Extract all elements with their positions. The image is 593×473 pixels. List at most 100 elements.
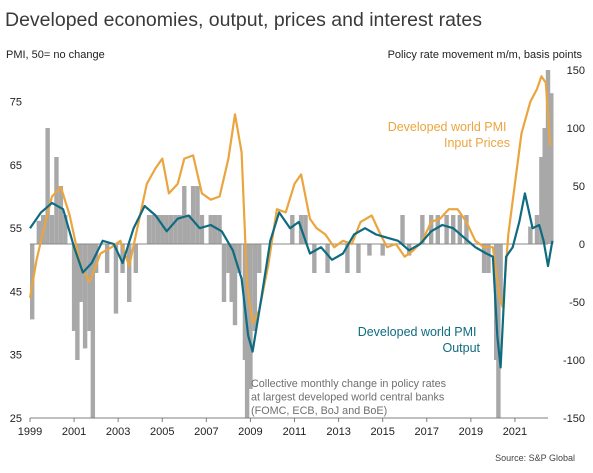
policy-rate-bar [36, 220, 42, 244]
policy-rate-bar [190, 186, 196, 244]
right-tick-label: -100 [563, 355, 585, 367]
right-tick-label: 150 [567, 65, 585, 77]
left-tick-label: 45 [10, 286, 22, 298]
policy-rate-bar [549, 93, 554, 244]
policy-rate-bar [177, 215, 183, 244]
policy-rate-bar [367, 244, 372, 256]
policy-rate-bar [58, 186, 64, 244]
x-tick-label: 2017 [415, 426, 439, 438]
bars-annotation-line2: at largest developed world central banks [251, 392, 445, 404]
x-tick-label: 2005 [150, 426, 174, 438]
policy-rate-bar [182, 186, 187, 244]
policy-rate-bar [464, 215, 469, 244]
x-axis-ticks: 1999 2001 2003 2005 2007 2009 2011 2013 2015 2017… [18, 418, 527, 438]
policy-rate-bar [186, 215, 191, 244]
pmi-output-line [29, 192, 554, 369]
policy-rate-bar [237, 244, 242, 273]
input-prices-annotation-line2: Input Prices [444, 136, 510, 150]
policy-rate-bar [75, 244, 80, 360]
policy-rate-bar [345, 244, 350, 273]
policy-rate-bar [90, 244, 96, 418]
x-tick-label: 2001 [62, 426, 86, 438]
policy-rate-bar [126, 244, 132, 302]
policy-rate-bar [45, 128, 50, 244]
x-tick-label: 2003 [106, 426, 130, 438]
policy-rate-bar [173, 215, 178, 244]
policy-rate-bar [486, 244, 491, 273]
x-tick-label: 2011 [283, 426, 307, 438]
policy-rate-bar [534, 215, 540, 244]
left-tick-label: 75 [10, 97, 22, 109]
output-annotation: Developed world PMI Output [358, 325, 481, 355]
right-tick-label: 100 [567, 123, 585, 135]
bars-annotation-line1: Collective monthly change in policy rate… [251, 378, 447, 390]
bars-annotation: Collective monthly change in policy rate… [251, 378, 449, 417]
left-tick-label: 35 [10, 350, 22, 362]
policy-rate-bar [528, 226, 533, 244]
pmi-series [28, 75, 554, 369]
right-tick-label: -50 [569, 297, 585, 309]
policy-rate-bar [54, 157, 59, 244]
left-tick-label: 55 [10, 223, 22, 235]
input-prices-annotation: Developed world PMI Input Prices [388, 120, 510, 150]
input-prices-annotation-line1: Developed world PMI [388, 120, 507, 134]
x-tick-label: 2009 [238, 426, 262, 438]
policy-rate-bar [146, 215, 152, 244]
policy-rate-bar [435, 215, 440, 244]
policy-rate-bar [155, 215, 161, 244]
left-axis-label: PMI, 50= no change [6, 49, 105, 61]
policy-rate-bar [195, 186, 200, 244]
policy-rate-bar [208, 215, 213, 244]
policy-rate-bar [104, 244, 110, 273]
policy-rate-bar [257, 244, 262, 273]
left-tick-label: 65 [10, 160, 22, 172]
policy-rate-bar [232, 244, 238, 326]
source-note: Source: S&P Global [495, 453, 575, 463]
x-tick-label: 2015 [370, 426, 394, 438]
output-annotation-line2: Output [442, 341, 480, 355]
policy-rate-bar [498, 244, 503, 302]
policy-rate-bar [542, 128, 547, 244]
policy-rate-bar [226, 244, 231, 273]
policy-rate-bar [63, 215, 68, 244]
policy-rate-bar [93, 244, 99, 273]
right-axis-ticks: -150 -100 -50 0 50 100 150 [563, 65, 585, 425]
policy-rate-bar [290, 215, 295, 244]
chart-title: Developed economies, output, prices and … [5, 9, 482, 31]
policy-rate-bar [113, 244, 119, 314]
policy-rate-bar [428, 215, 434, 244]
policy-rate-bar [82, 244, 88, 349]
policy-rate-bar [496, 244, 501, 418]
policy-rate-bar [539, 157, 544, 244]
left-axis-ticks: 25 35 45 55 65 75 [10, 97, 22, 425]
right-tick-label: 50 [573, 181, 585, 193]
pmi-input-prices-line [28, 75, 552, 325]
right-axis-label: Policy rate movement m/m, basis points [388, 49, 583, 61]
policy-rate-bar [229, 244, 234, 302]
policy-rate-bar [400, 215, 405, 244]
policy-rate-bar [199, 215, 205, 244]
bars-annotation-line3: (FOMC, ECB, BoJ and BoE) [251, 405, 387, 417]
policy-rate-bar [78, 244, 83, 302]
policy-rate-bar [221, 244, 227, 302]
x-tick-label: 2013 [326, 426, 350, 438]
policy-rate-bar [133, 244, 139, 273]
policy-rate-bar [49, 215, 55, 244]
policy-rate-bar [120, 244, 125, 273]
x-tick-label: 1999 [18, 426, 42, 438]
policy-rate-bar [248, 244, 253, 389]
policy-rate-bar [71, 244, 77, 331]
policy-rate-bar [151, 215, 156, 244]
policy-rate-bar [212, 215, 218, 244]
x-tick-label: 2021 [503, 426, 527, 438]
right-tick-label: -150 [563, 413, 585, 425]
policy-rate-bar [303, 215, 308, 244]
policy-rate-bar [325, 244, 330, 273]
policy-rate-bar [444, 215, 449, 244]
policy-rate-bar [168, 215, 174, 244]
policy-rate-bar [457, 215, 463, 244]
policy-rate-bar [87, 244, 92, 331]
left-tick-label: 25 [10, 413, 22, 425]
policy-rate-bar [312, 244, 317, 273]
